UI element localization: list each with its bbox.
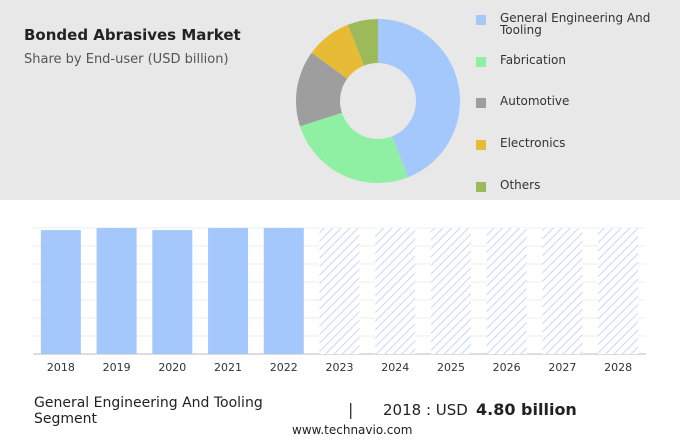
bar	[152, 230, 193, 354]
footer-segment: General Engineering And Tooling Segment	[34, 395, 263, 427]
x-tick-label: 2024	[381, 361, 409, 374]
legend-label: General Engineering And Tooling	[500, 11, 651, 37]
chart-title: Bonded Abrasives Market	[24, 26, 241, 44]
legend-label: Automotive	[500, 94, 570, 109]
pie-slice	[311, 24, 365, 79]
forecast-placeholder	[598, 228, 639, 354]
chart-subtitle: Share by End-user (USD billion)	[24, 52, 229, 67]
x-tick-label: 2028	[604, 361, 632, 374]
pie-slice	[300, 112, 409, 183]
legend-swatch	[476, 15, 486, 25]
x-tick-label: 2018	[47, 361, 75, 374]
footer-year: 2018 : USD	[383, 401, 468, 419]
x-tick-label: 2026	[493, 361, 521, 374]
forecast-placeholder	[430, 228, 471, 354]
bar	[263, 228, 304, 354]
x-tick-label: 2019	[103, 361, 131, 374]
forecast-placeholder	[486, 228, 527, 354]
legend-label: Electronics	[500, 136, 566, 151]
pie-slice	[347, 19, 378, 66]
legend-swatch	[476, 140, 486, 151]
forecast-placeholder	[319, 228, 360, 354]
pie-slice	[378, 19, 460, 178]
bar	[208, 228, 249, 354]
x-tick-label: 2021	[214, 361, 242, 374]
footer-value: 4.80 billion	[476, 400, 577, 419]
forecast-placeholder	[542, 228, 583, 354]
pie-slice	[295, 52, 348, 127]
x-tick-label: 2020	[158, 361, 186, 374]
x-tick-label: 2025	[437, 361, 465, 374]
legend-swatch	[476, 56, 486, 67]
legend-label: Fabrication	[500, 52, 566, 67]
legend-swatch	[476, 98, 486, 109]
footer-source: www.technavio.com	[292, 423, 413, 437]
legend-swatch	[476, 181, 486, 192]
bar	[40, 230, 81, 354]
legend-label: Others	[500, 177, 541, 192]
separator: |	[348, 400, 354, 419]
bar	[96, 228, 137, 354]
x-tick-label: 2022	[270, 361, 298, 374]
forecast-placeholder	[375, 228, 416, 354]
x-tick-label: 2027	[548, 361, 576, 374]
x-tick-label: 2023	[326, 361, 354, 374]
